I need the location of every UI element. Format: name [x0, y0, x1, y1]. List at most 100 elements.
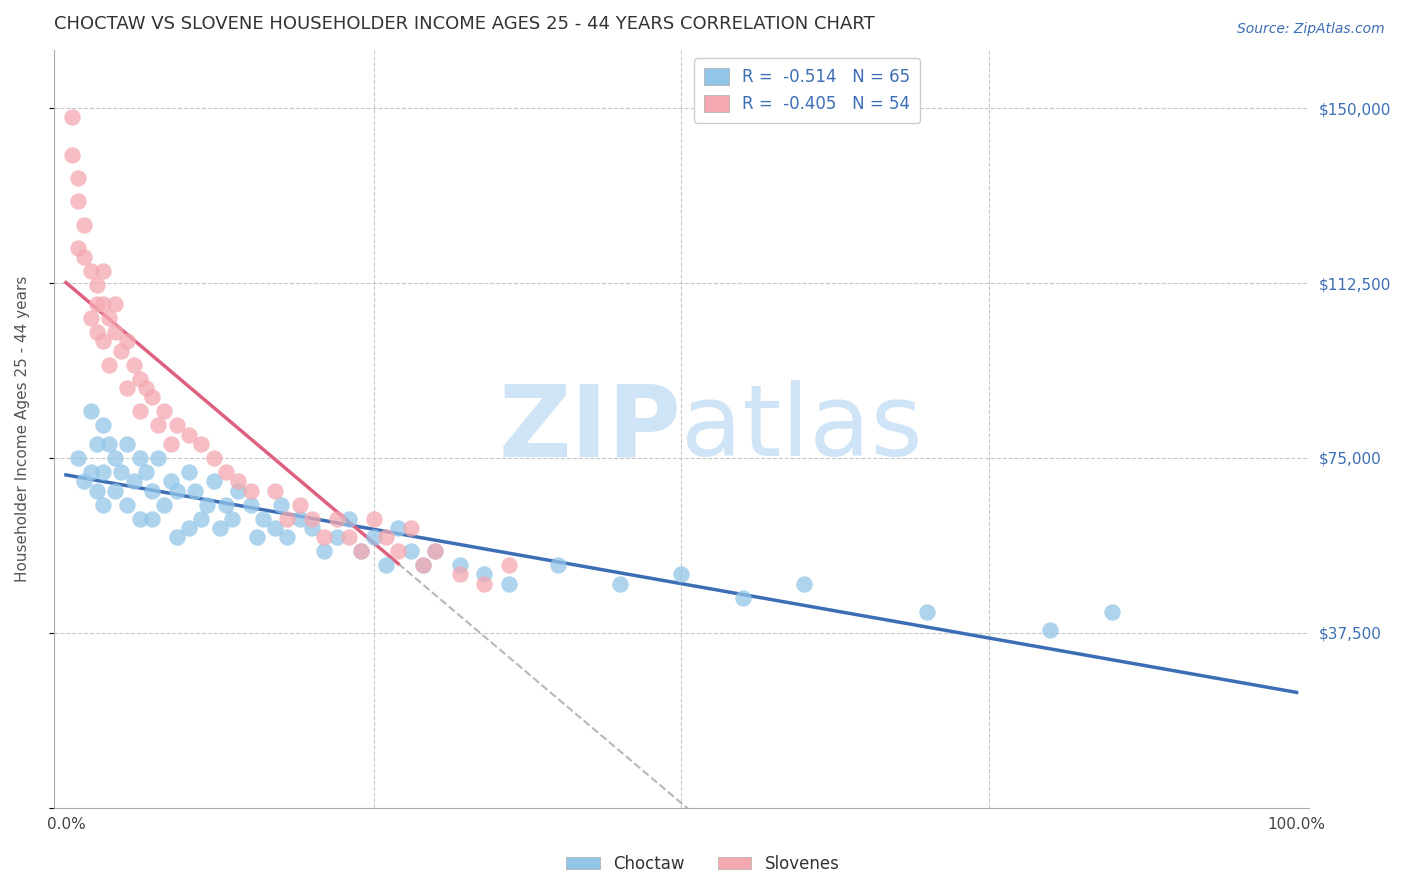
Point — [314, 544, 336, 558]
Text: CHOCTAW VS SLOVENE HOUSEHOLDER INCOME AGES 25 - 44 YEARS CORRELATION CHART: CHOCTAW VS SLOVENE HOUSEHOLDER INCOME AG… — [53, 15, 875, 33]
Point — [184, 483, 207, 498]
Point — [79, 264, 101, 278]
Point — [325, 511, 347, 525]
Point — [73, 251, 96, 265]
Point — [609, 577, 631, 591]
Point — [128, 404, 150, 418]
Point — [731, 591, 754, 605]
Point — [363, 530, 385, 544]
Y-axis label: Householder Income Ages 25 - 44 years: Householder Income Ages 25 - 44 years — [15, 276, 30, 582]
Point — [301, 521, 323, 535]
Point — [190, 511, 212, 525]
Point — [104, 450, 127, 465]
Point — [86, 297, 108, 311]
Point — [197, 498, 219, 512]
Point — [472, 567, 495, 582]
Legend: Choctaw, Slovenes: Choctaw, Slovenes — [560, 848, 846, 880]
Point — [226, 483, 249, 498]
Point — [215, 498, 238, 512]
Point — [104, 325, 127, 339]
Point — [498, 577, 520, 591]
Point — [98, 437, 121, 451]
Point — [350, 544, 373, 558]
Point — [110, 465, 132, 479]
Point — [91, 264, 114, 278]
Point — [449, 567, 471, 582]
Point — [73, 218, 96, 232]
Point — [135, 381, 157, 395]
Point — [399, 521, 422, 535]
Point — [363, 511, 385, 525]
Point — [86, 437, 108, 451]
Point — [202, 474, 225, 488]
Point — [141, 511, 163, 525]
Point — [208, 521, 231, 535]
Point — [412, 558, 434, 573]
Point — [387, 521, 409, 535]
Point — [215, 465, 238, 479]
Point — [288, 498, 311, 512]
Point — [73, 474, 96, 488]
Point — [128, 511, 150, 525]
Point — [104, 483, 127, 498]
Text: ZIP: ZIP — [498, 380, 682, 477]
Point — [91, 418, 114, 433]
Point — [60, 148, 83, 162]
Point — [67, 171, 90, 186]
Point — [67, 194, 90, 209]
Point — [166, 530, 188, 544]
Point — [423, 544, 446, 558]
Point — [110, 343, 132, 358]
Point — [67, 450, 90, 465]
Point — [325, 530, 347, 544]
Point — [190, 437, 212, 451]
Point — [86, 483, 108, 498]
Point — [177, 465, 200, 479]
Point — [60, 111, 83, 125]
Point — [387, 544, 409, 558]
Point — [67, 241, 90, 255]
Point — [117, 334, 139, 349]
Point — [141, 390, 163, 404]
Point — [399, 544, 422, 558]
Point — [148, 418, 170, 433]
Point — [374, 530, 396, 544]
Point — [153, 498, 176, 512]
Point — [374, 558, 396, 573]
Point — [671, 567, 693, 582]
Point — [226, 474, 249, 488]
Point — [264, 483, 287, 498]
Point — [276, 511, 298, 525]
Point — [153, 404, 176, 418]
Point — [917, 605, 939, 619]
Point — [793, 577, 815, 591]
Point — [117, 381, 139, 395]
Point — [264, 521, 287, 535]
Point — [91, 498, 114, 512]
Point — [98, 358, 121, 372]
Point — [86, 325, 108, 339]
Text: Source: ZipAtlas.com: Source: ZipAtlas.com — [1237, 22, 1385, 37]
Point — [337, 511, 360, 525]
Text: atlas: atlas — [682, 380, 922, 477]
Point — [423, 544, 446, 558]
Point — [288, 511, 311, 525]
Point — [159, 474, 181, 488]
Point — [166, 418, 188, 433]
Point — [547, 558, 569, 573]
Legend: R =  -0.514   N = 65, R =  -0.405   N = 54: R = -0.514 N = 65, R = -0.405 N = 54 — [693, 58, 920, 123]
Point — [177, 521, 200, 535]
Point — [128, 450, 150, 465]
Point — [122, 474, 145, 488]
Point — [128, 371, 150, 385]
Point — [314, 530, 336, 544]
Point — [350, 544, 373, 558]
Point — [1101, 605, 1123, 619]
Point — [239, 498, 262, 512]
Point — [498, 558, 520, 573]
Point — [91, 334, 114, 349]
Point — [117, 437, 139, 451]
Point — [337, 530, 360, 544]
Point — [79, 465, 101, 479]
Point — [91, 465, 114, 479]
